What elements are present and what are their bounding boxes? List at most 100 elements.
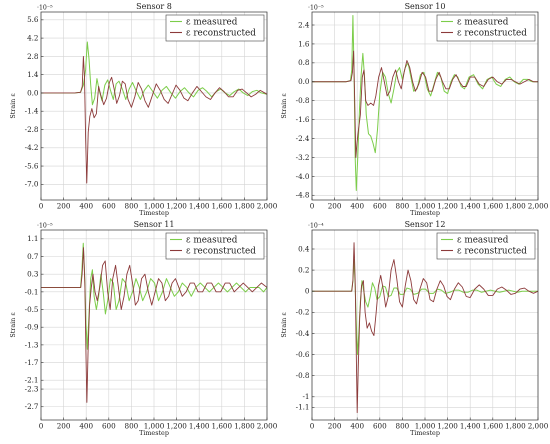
y-tick-label: -0.9 bbox=[25, 323, 39, 332]
y-tick-label: 0.3 bbox=[27, 270, 39, 279]
exponent-label: ·10⁻⁵ bbox=[37, 223, 53, 230]
x-tick-label: 800 bbox=[125, 202, 139, 211]
y-tick-label: 1.4 bbox=[27, 70, 39, 79]
x-tick-label: 1,000 bbox=[415, 422, 436, 431]
y-tick-label: -1.7 bbox=[25, 358, 39, 367]
y-tick-label: -2.1 bbox=[25, 376, 39, 385]
sensor-12-panel: 0 200 400 600 800 1,000 1,200 1,400 1,600 1,800 2,… bbox=[280, 220, 549, 437]
y-tick-label: -2.4 bbox=[296, 134, 310, 143]
chart-title: Sensor 12 bbox=[405, 220, 446, 229]
series-reconstructed-line bbox=[41, 247, 267, 403]
y-tick-label: -0.1 bbox=[25, 287, 39, 296]
y-axis-label: Strain ε bbox=[9, 93, 17, 119]
x-tick-label: 1,400 bbox=[460, 202, 481, 211]
x-tick-label: 1,000 bbox=[144, 202, 165, 211]
x-tick-label: 1,600 bbox=[212, 422, 233, 431]
legend-box bbox=[436, 232, 536, 260]
y-tick-label: -1.1 bbox=[296, 403, 310, 412]
y-tick-label: -0.2 bbox=[296, 308, 310, 317]
y-tick-label: 2.8 bbox=[27, 52, 39, 61]
chart-title: Sensor 11 bbox=[134, 220, 175, 229]
x-tick-label: 800 bbox=[396, 422, 410, 431]
series-group bbox=[312, 242, 538, 414]
sensor-10-panel: 0 200 400 600 800 1,000 1,200 1,400 1,600 1,800 2,… bbox=[280, 2, 549, 217]
series-reconstructed-line bbox=[41, 55, 267, 184]
legend-label-reconstructed: ε reconstructed bbox=[186, 247, 256, 257]
x-tick-label: 1,600 bbox=[483, 202, 504, 211]
x-tick-label: 600 bbox=[102, 202, 116, 211]
y-tick-label: 0 bbox=[305, 287, 310, 296]
exponent-label: ·10⁻⁵ bbox=[37, 5, 53, 12]
y-tick-label: 2.4 bbox=[298, 20, 310, 29]
x-tick-label: 1,800 bbox=[234, 202, 255, 211]
y-tick-label: -4.2 bbox=[25, 143, 39, 152]
x-tick-label: 1,200 bbox=[437, 422, 458, 431]
chart-title: Sensor 10 bbox=[405, 2, 446, 11]
x-tick-label: 1,000 bbox=[415, 202, 436, 211]
y-tick-label: -1.6 bbox=[296, 115, 310, 124]
legend-label-measured: ε measured bbox=[186, 18, 238, 28]
exponent-label: ·10⁻⁵ bbox=[308, 5, 324, 12]
series-group bbox=[41, 242, 267, 403]
y-tick-label: -0.8 bbox=[296, 96, 310, 105]
legend-label-reconstructed: ε reconstructed bbox=[457, 247, 527, 257]
x-axis-label: Timestep bbox=[139, 209, 169, 217]
y-tick-label: -0.4 bbox=[296, 329, 310, 338]
series-measured-line bbox=[312, 15, 538, 192]
x-tick-label: 1,800 bbox=[505, 202, 526, 211]
legend-label-measured: ε measured bbox=[186, 236, 238, 246]
series-group bbox=[312, 15, 538, 192]
y-tick-label: 0.4 bbox=[298, 244, 310, 253]
y-tick-label: 5.6 bbox=[27, 15, 39, 24]
x-tick-label: 2,000 bbox=[257, 422, 278, 431]
legend-label-reconstructed: ε reconstructed bbox=[457, 29, 527, 39]
x-tick-label: 1,400 bbox=[189, 422, 210, 431]
y-tick-label: 0.0 bbox=[27, 88, 39, 97]
y-tick-label: -2.7 bbox=[25, 402, 39, 411]
x-tick-label: 200 bbox=[57, 422, 71, 431]
y-tick-label: -1.3 bbox=[25, 340, 39, 349]
y-tick-label: -0.8 bbox=[296, 371, 310, 380]
x-tick-label: 600 bbox=[102, 422, 116, 431]
x-tick-label: 200 bbox=[328, 202, 342, 211]
y-tick-label: -4.8 bbox=[296, 191, 310, 200]
y-tick-label: -7.0 bbox=[25, 180, 39, 189]
x-tick-label: 1,200 bbox=[166, 202, 187, 211]
x-tick-label: 200 bbox=[57, 202, 71, 211]
y-tick-label: -1 bbox=[302, 392, 309, 401]
legend-box bbox=[436, 14, 536, 42]
x-tick-label: 1,600 bbox=[212, 202, 233, 211]
y-axis-label: Strain ε bbox=[280, 93, 288, 119]
series-group bbox=[41, 41, 267, 184]
x-tick-label: 0 bbox=[39, 422, 44, 431]
y-tick-label: 0.7 bbox=[27, 252, 39, 261]
x-axis-label: Timestep bbox=[139, 429, 169, 437]
y-tick-label: 1.6 bbox=[298, 39, 310, 48]
legend-label-reconstructed: ε reconstructed bbox=[186, 29, 256, 39]
x-tick-label: 1,800 bbox=[505, 422, 526, 431]
y-tick-label: 4.2 bbox=[27, 34, 38, 43]
legend-box bbox=[165, 232, 265, 260]
x-tick-label: 1,600 bbox=[483, 422, 504, 431]
x-tick-label: 400 bbox=[350, 422, 364, 431]
series-measured-line bbox=[41, 242, 267, 350]
y-tick-label: 0.2 bbox=[298, 266, 309, 275]
sensor-11-panel: 0 200 400 600 800 1,000 1,200 1,400 1,600 1,800 2,… bbox=[9, 220, 278, 437]
y-tick-label: -3.2 bbox=[296, 153, 310, 162]
x-tick-label: 0 bbox=[39, 202, 44, 211]
y-tick-label: -1.4 bbox=[25, 107, 39, 116]
y-tick-label: -2.3 bbox=[25, 384, 39, 393]
y-axis-label: Strain ε bbox=[280, 312, 288, 338]
y-tick-label: 0.0 bbox=[298, 77, 310, 86]
sensor-8-panel: 0 200 400 600 800 1,000 1,200 1,400 1,600 1,800 2,… bbox=[9, 2, 278, 217]
x-tick-label: 0 bbox=[310, 422, 315, 431]
series-reconstructed-line bbox=[312, 50, 538, 158]
y-tick-label: 1.1 bbox=[27, 234, 38, 243]
x-tick-label: 800 bbox=[396, 202, 410, 211]
x-tick-label: 1,200 bbox=[166, 422, 187, 431]
x-tick-label: 2,000 bbox=[257, 202, 278, 211]
